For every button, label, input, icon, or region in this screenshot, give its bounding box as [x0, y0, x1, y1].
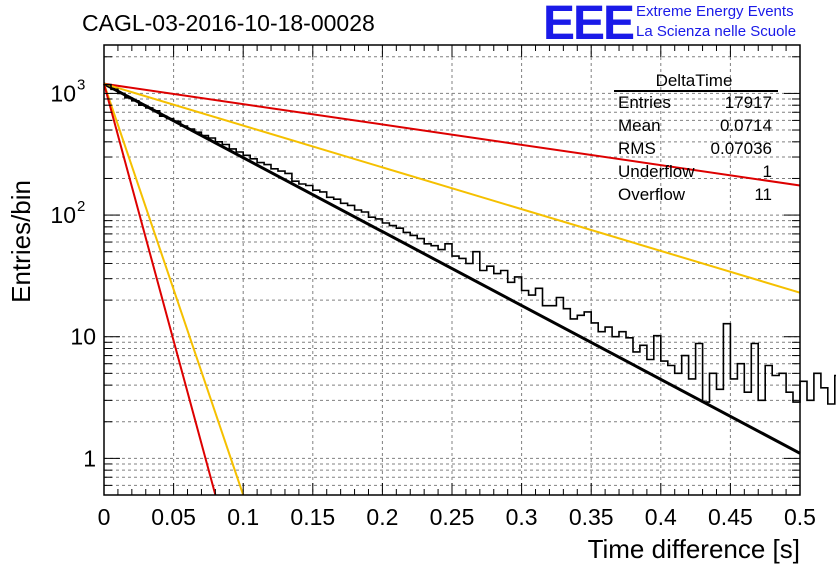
x-axis-label: Time difference [s] [587, 534, 800, 564]
stat-value: 0.07036 [710, 139, 772, 158]
red-curve [103, 83, 217, 496]
x-tick-label: 0.5 [784, 504, 816, 530]
logo-line-2: La Scienza nelle Scuole [636, 23, 797, 40]
grid-lines [104, 45, 800, 495]
fit-curves [103, 82, 801, 496]
y-tick-exponent: 3 [77, 76, 85, 93]
statbox-title: DeltaTime [655, 71, 733, 90]
stat-value: 11 [754, 185, 772, 204]
x-tick-label: 0.15 [290, 504, 335, 530]
y-tick-label: 1 [83, 445, 96, 471]
x-tick-label: 0.4 [645, 504, 677, 530]
stat-value: 0.0714 [720, 116, 772, 135]
stat-value: 1 [762, 162, 772, 181]
eee-logo: EEE [543, 0, 635, 50]
y-tick-label: 10 [50, 202, 76, 228]
stat-key: Mean [618, 116, 661, 135]
x-tick-label: 0.2 [366, 504, 398, 530]
x-tick-label: 0.35 [569, 504, 614, 530]
y-tick-label: 10 [70, 324, 96, 350]
x-tick-label: 0.3 [506, 504, 538, 530]
black-curve [103, 82, 801, 455]
stat-key: Entries [618, 93, 671, 112]
y-tick-label: 10 [50, 80, 76, 106]
x-tick-label: 0.1 [227, 504, 259, 530]
x-tick-label: 0.05 [151, 504, 196, 530]
chart-title: CAGL-03-2016-10-18-00028 [82, 10, 375, 36]
red-curve [103, 82, 801, 187]
x-tick-label: 0.45 [708, 504, 753, 530]
stat-key: Underflow [618, 162, 695, 181]
y-tick-exponent: 2 [77, 198, 85, 215]
yellow-curve [103, 83, 245, 496]
x-tick-label: 0 [98, 504, 111, 530]
logo-line-1: Extreme Energy Events [636, 3, 794, 20]
stat-value: 17917 [724, 93, 772, 112]
stat-key: Overflow [618, 185, 686, 204]
x-axis-ticks: 0 0.05 0.1 0.15 0.2 0.25 0.3 0.35 0.4 0.45 0.5 [98, 45, 816, 530]
y-axis-label: Entries/bin [6, 180, 36, 303]
x-tick-label: 0.25 [430, 504, 475, 530]
yellow-curve [103, 82, 801, 294]
stat-key: RMS [618, 139, 656, 158]
